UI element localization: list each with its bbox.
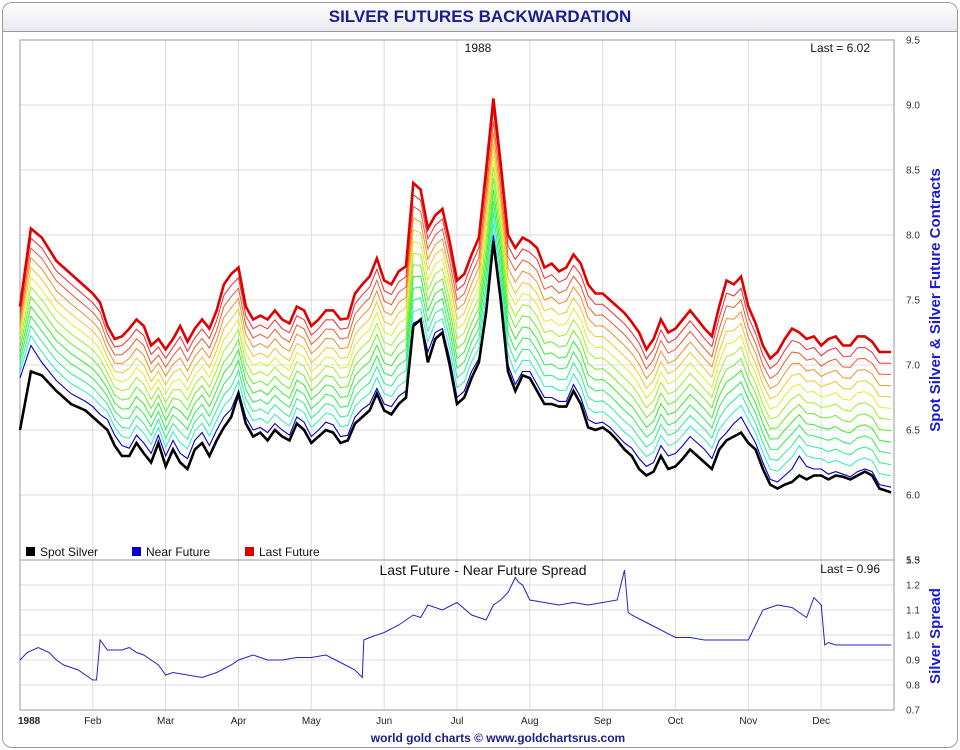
main-y-tick-label: 7.0: [906, 361, 920, 372]
spread-y-tick-label: 1.3: [906, 556, 920, 567]
spread-plot-area: [19, 559, 895, 711]
contract-curve-line: [19, 166, 892, 421]
contract-curve-line: [19, 189, 892, 443]
spread-y-axis-label: Silver Spread: [927, 588, 944, 684]
main-y-tick-label: 7.5: [906, 296, 920, 307]
contract-curve-line: [19, 121, 892, 380]
contract-curve-line: [19, 109, 892, 370]
main-y-tick-label: 8.5: [906, 166, 920, 177]
spread-series-lines: [19, 569, 892, 681]
x-tick-label: Mar: [157, 716, 175, 727]
spot-silver-line: [18, 241, 892, 494]
last-future-line: [18, 98, 892, 361]
x-tick-label: Nov: [739, 716, 757, 727]
legend-swatch-near: [132, 547, 141, 556]
main-y-tick-label: 8.0: [906, 231, 920, 242]
main-y-axis-label: Spot Silver & Silver Future Contracts: [927, 168, 944, 431]
legend-swatch-last: [245, 547, 254, 556]
chart-title: SILVER FUTURES BACKWARDATION: [3, 3, 957, 32]
main-series-lines: [18, 98, 892, 494]
main-y-tick-label: 6.5: [906, 426, 920, 437]
main-y-ticks: 5.5 6.0 6.5 7.0 7.5 8.0 8.5 9.0 9.5: [906, 36, 920, 567]
spread-y-ticks: 0.7 0.8 0.9 1.0 1.1 1.2 1.3: [906, 556, 920, 717]
contract-curve-line: [19, 223, 892, 477]
spread-last-value: Last = 0.96: [820, 562, 880, 576]
spread-y-tick-label: 0.9: [906, 656, 920, 667]
legend-swatch-spot: [26, 547, 35, 556]
spread-y-tick-label: 1.2: [906, 581, 920, 592]
near-future-line: [19, 234, 892, 488]
spread-chart-title: Last Future - Near Future Spread: [380, 562, 587, 578]
contract-curve-line: [19, 143, 892, 400]
contract-curve-line: [19, 212, 892, 466]
x-tick-label: Jun: [376, 716, 392, 727]
main-chart-title: 1988: [465, 41, 492, 55]
x-tick-label: Feb: [84, 716, 102, 727]
x-tick-label: Oct: [668, 716, 684, 727]
x-tick-label: Dec: [812, 716, 830, 727]
spread-line: [19, 569, 892, 681]
x-tick-label: 1988: [18, 716, 41, 727]
main-y-tick-label: 9.5: [906, 36, 920, 47]
x-tick-label: Aug: [521, 716, 539, 727]
contract-curve-line: [19, 132, 892, 390]
spread-y-tick-label: 0.7: [906, 706, 920, 717]
contract-curve-line: [19, 155, 892, 410]
x-tick-label: Sep: [594, 716, 612, 727]
spread-y-tick-label: 1.1: [906, 606, 920, 617]
footer-credit: world gold charts © www.goldchartsrus.co…: [370, 731, 625, 745]
spread-y-tick-label: 1.0: [906, 631, 920, 642]
legend-label-last: Last Future: [259, 545, 320, 559]
legend-label-near: Near Future: [146, 545, 210, 559]
x-tick-label: May: [302, 716, 321, 727]
x-month-ticks: 1988 Feb Mar Apr May Jun Jul Aug Sep Oct Nov Dec: [18, 716, 830, 727]
x-tick-label: Apr: [231, 716, 247, 727]
legend-label-spot: Spot Silver: [40, 545, 98, 559]
contract-curve-line: [19, 178, 892, 432]
main-y-tick-label: 9.0: [906, 101, 920, 112]
main-last-value: Last = 6.02: [810, 41, 870, 55]
x-tick-label: Jul: [451, 716, 464, 727]
contract-curve-line: [19, 200, 892, 454]
main-y-tick-label: 6.0: [906, 491, 920, 502]
spread-gridlines: [20, 560, 894, 710]
spread-y-tick-label: 0.8: [906, 681, 920, 692]
legend: Spot Silver Near Future Last Future: [26, 545, 320, 559]
main-y-tick-label: 5.5: [906, 556, 920, 567]
